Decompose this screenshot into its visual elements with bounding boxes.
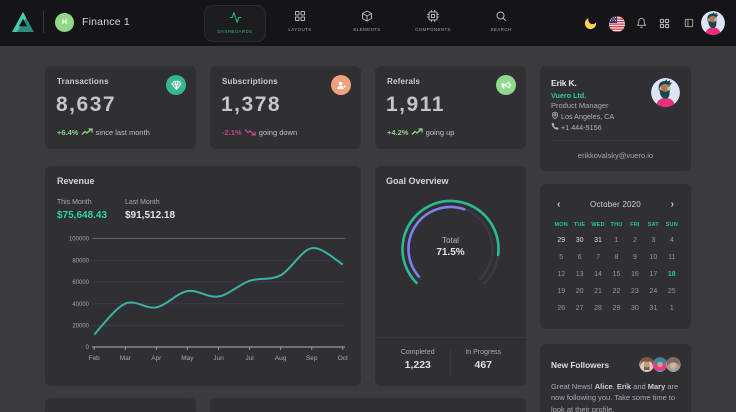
svg-text:Sep: Sep (306, 355, 318, 362)
svg-text:100000: 100000 (69, 237, 90, 243)
svg-text:Mar: Mar (120, 355, 132, 362)
svg-text:Aug: Aug (275, 355, 287, 362)
svg-text:Feb: Feb (89, 355, 101, 362)
svg-text:60000: 60000 (72, 280, 89, 286)
svg-text:0: 0 (86, 345, 90, 351)
svg-text:Apr: Apr (151, 355, 162, 362)
svg-text:20000: 20000 (72, 324, 89, 330)
svg-text:May: May (181, 355, 194, 362)
svg-text:Jul: Jul (245, 355, 254, 362)
svg-text:Oct: Oct (338, 355, 348, 362)
svg-text:80000: 80000 (72, 258, 89, 264)
svg-text:40000: 40000 (72, 302, 89, 308)
svg-text:Jun: Jun (213, 355, 224, 362)
